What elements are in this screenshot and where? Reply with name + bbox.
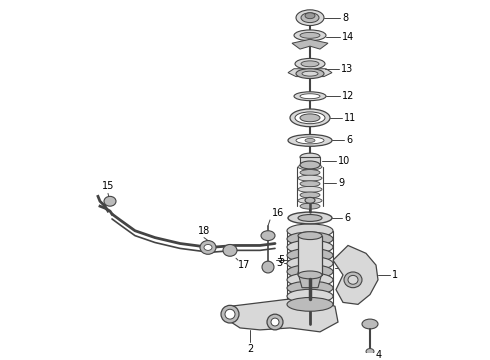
Ellipse shape (300, 114, 320, 122)
Ellipse shape (200, 240, 216, 254)
Bar (298, 236, 322, 275)
Ellipse shape (305, 139, 315, 142)
Ellipse shape (287, 240, 333, 254)
Polygon shape (288, 69, 332, 77)
Ellipse shape (344, 272, 362, 288)
Ellipse shape (290, 109, 330, 127)
Ellipse shape (348, 275, 358, 284)
Ellipse shape (294, 30, 326, 41)
Ellipse shape (295, 58, 325, 69)
Ellipse shape (300, 192, 320, 198)
Bar (300, 157, 320, 165)
Ellipse shape (287, 289, 333, 303)
Text: 11: 11 (344, 113, 356, 123)
Ellipse shape (300, 161, 320, 169)
Ellipse shape (298, 164, 322, 170)
Ellipse shape (296, 10, 324, 26)
Ellipse shape (287, 273, 333, 287)
Ellipse shape (300, 170, 320, 175)
Text: 4: 4 (376, 350, 382, 360)
Text: 18: 18 (198, 226, 210, 236)
Ellipse shape (300, 181, 320, 187)
Ellipse shape (288, 135, 332, 146)
Ellipse shape (302, 71, 318, 76)
Ellipse shape (104, 196, 116, 206)
Polygon shape (298, 258, 322, 288)
Ellipse shape (295, 112, 325, 124)
Text: 8: 8 (342, 13, 348, 23)
Ellipse shape (298, 215, 322, 221)
Text: 16: 16 (272, 208, 284, 218)
Text: 17: 17 (238, 260, 250, 270)
Ellipse shape (294, 92, 326, 101)
Ellipse shape (267, 314, 283, 330)
Ellipse shape (296, 137, 324, 144)
Ellipse shape (298, 186, 322, 192)
Ellipse shape (298, 198, 322, 203)
Ellipse shape (366, 348, 374, 355)
Ellipse shape (288, 212, 332, 224)
Text: 1: 1 (392, 270, 398, 280)
Text: 2: 2 (247, 344, 253, 354)
Polygon shape (292, 39, 328, 49)
Ellipse shape (287, 281, 333, 295)
Ellipse shape (204, 244, 212, 250)
Text: 10: 10 (338, 156, 350, 166)
Ellipse shape (300, 32, 320, 38)
Ellipse shape (287, 248, 333, 262)
Ellipse shape (301, 13, 319, 23)
Text: 15: 15 (102, 181, 114, 192)
Ellipse shape (287, 232, 333, 246)
Ellipse shape (262, 261, 274, 273)
Ellipse shape (305, 13, 315, 19)
Text: 3: 3 (276, 258, 282, 268)
Ellipse shape (300, 203, 320, 209)
Ellipse shape (287, 265, 333, 279)
Text: 9: 9 (338, 177, 344, 188)
Text: 12: 12 (342, 91, 354, 101)
Ellipse shape (298, 271, 322, 279)
Ellipse shape (300, 94, 320, 99)
Ellipse shape (271, 318, 279, 326)
Ellipse shape (225, 309, 235, 319)
Text: 6: 6 (346, 135, 352, 145)
Ellipse shape (261, 231, 275, 240)
Ellipse shape (362, 319, 378, 329)
Ellipse shape (298, 175, 322, 181)
Polygon shape (333, 246, 378, 304)
Polygon shape (228, 297, 338, 332)
Text: 5: 5 (278, 255, 284, 265)
Ellipse shape (287, 297, 333, 311)
Ellipse shape (305, 197, 315, 203)
Text: 6: 6 (344, 213, 350, 223)
Ellipse shape (301, 61, 319, 67)
Ellipse shape (221, 305, 239, 323)
Ellipse shape (287, 257, 333, 270)
Ellipse shape (300, 153, 320, 161)
Text: 13: 13 (341, 64, 353, 74)
Ellipse shape (296, 69, 324, 78)
Text: 14: 14 (342, 32, 354, 42)
Ellipse shape (223, 244, 237, 256)
Text: 7: 7 (349, 262, 355, 273)
Ellipse shape (287, 224, 333, 238)
Ellipse shape (298, 232, 322, 239)
